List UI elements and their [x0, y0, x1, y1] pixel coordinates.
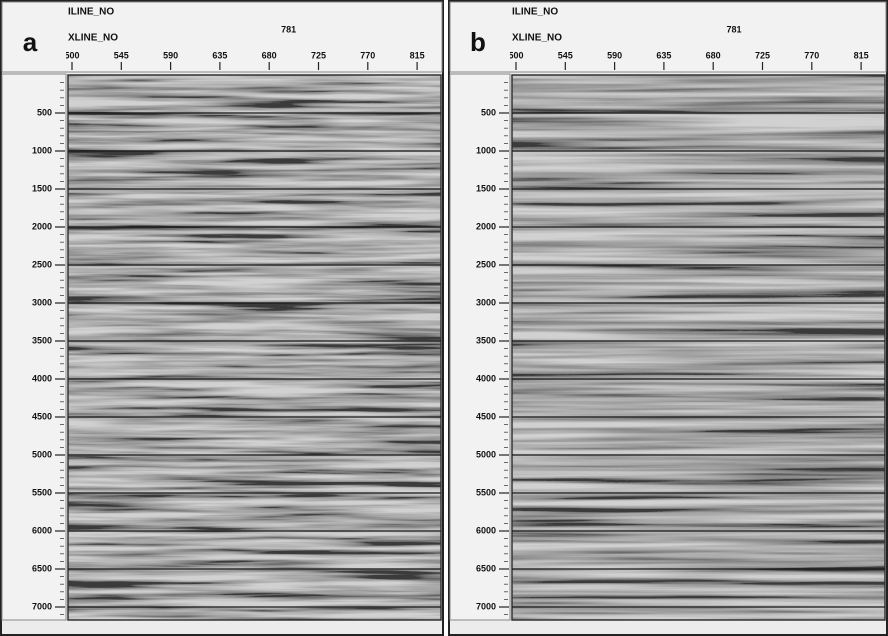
- panel-label: b: [470, 27, 486, 57]
- iline-value: 781: [726, 24, 741, 34]
- xline-tick-label: 500: [508, 50, 523, 60]
- time-tick-label: 2000: [476, 221, 496, 231]
- iline-label: ILINE_NO: [512, 7, 558, 18]
- xline-label: XLINE_NO: [512, 33, 562, 44]
- time-tick-label: 7000: [476, 601, 496, 611]
- iline-label: ILINE_NO: [68, 7, 114, 18]
- time-tick-label: 5000: [476, 449, 496, 459]
- time-tick-label: 6000: [32, 525, 52, 535]
- seismic-tone: [68, 75, 441, 620]
- time-tick-label: 4500: [476, 411, 496, 421]
- xline-tick-label: 680: [706, 50, 721, 60]
- time-tick-label: 6500: [32, 563, 52, 573]
- time-tick-label: 500: [481, 107, 496, 117]
- seismic-image: [512, 75, 885, 620]
- xline-tick-label: 545: [114, 50, 129, 60]
- panel: a ILINE_NO 781 XLINE_NO 500 545 590 635 680 725 77…: [0, 0, 444, 636]
- time-tick-label: 7000: [32, 601, 52, 611]
- time-tick-label: 4000: [476, 373, 496, 383]
- time-tick-label: 6000: [476, 525, 496, 535]
- time-tick-label: 1500: [476, 183, 496, 193]
- time-tick-label: 1500: [32, 183, 52, 193]
- y-axis-strip: [449, 73, 511, 621]
- xline-tick-label: 770: [804, 50, 819, 60]
- xline-label: XLINE_NO: [68, 33, 118, 44]
- time-tick-label: 2500: [476, 259, 496, 269]
- time-tick-label: 6500: [476, 563, 496, 573]
- time-tick-label: 3500: [476, 335, 496, 345]
- time-tick-label: 3000: [32, 297, 52, 307]
- time-tick-label: 4500: [32, 411, 52, 421]
- seismic-tone: [512, 75, 885, 620]
- xline-tick-label: 500: [64, 50, 79, 60]
- xline-tick-label: 590: [163, 50, 178, 60]
- time-tick-label: 5500: [32, 487, 52, 497]
- time-tick-label: 2000: [32, 221, 52, 231]
- panel: b ILINE_NO 781 XLINE_NO 500 545 590 635 680 725 77…: [448, 0, 888, 636]
- time-tick-label: 1000: [476, 145, 496, 155]
- header-axis: ILINE_NO 781 XLINE_NO 500 545 590 635 680 725 770…: [508, 7, 869, 70]
- time-tick-label: 5000: [32, 449, 52, 459]
- xline-tick-label: 635: [212, 50, 227, 60]
- plot-frame: [67, 74, 442, 621]
- plot-frame: [511, 74, 886, 621]
- xline-tick-label: 770: [360, 50, 375, 60]
- seismic-image: [68, 75, 441, 620]
- time-tick-label: 500: [37, 107, 52, 117]
- y-axis-strip: [1, 73, 67, 621]
- xline-tick-label: 545: [558, 50, 573, 60]
- header: [1, 1, 443, 73]
- time-tick-label: 4000: [32, 373, 52, 383]
- time-tick-label: 5500: [476, 487, 496, 497]
- time-tick-label: 2500: [32, 259, 52, 269]
- time-tick-label: 3500: [32, 335, 52, 345]
- xline-tick-label: 815: [854, 50, 869, 60]
- xline-tick-label: 725: [311, 50, 326, 60]
- xline-tick-label: 815: [410, 50, 425, 60]
- header-axis: ILINE_NO 781 XLINE_NO 500 545 590 635 680 725 770…: [64, 7, 425, 70]
- panel-label: a: [23, 27, 38, 57]
- xline-tick-label: 635: [656, 50, 671, 60]
- xline-tick-label: 590: [607, 50, 622, 60]
- header: [449, 1, 887, 73]
- time-tick-label: 3000: [476, 297, 496, 307]
- iline-value: 781: [281, 24, 296, 34]
- time-tick-label: 1000: [32, 145, 52, 155]
- xline-tick-label: 725: [755, 50, 770, 60]
- xline-tick-label: 680: [262, 50, 277, 60]
